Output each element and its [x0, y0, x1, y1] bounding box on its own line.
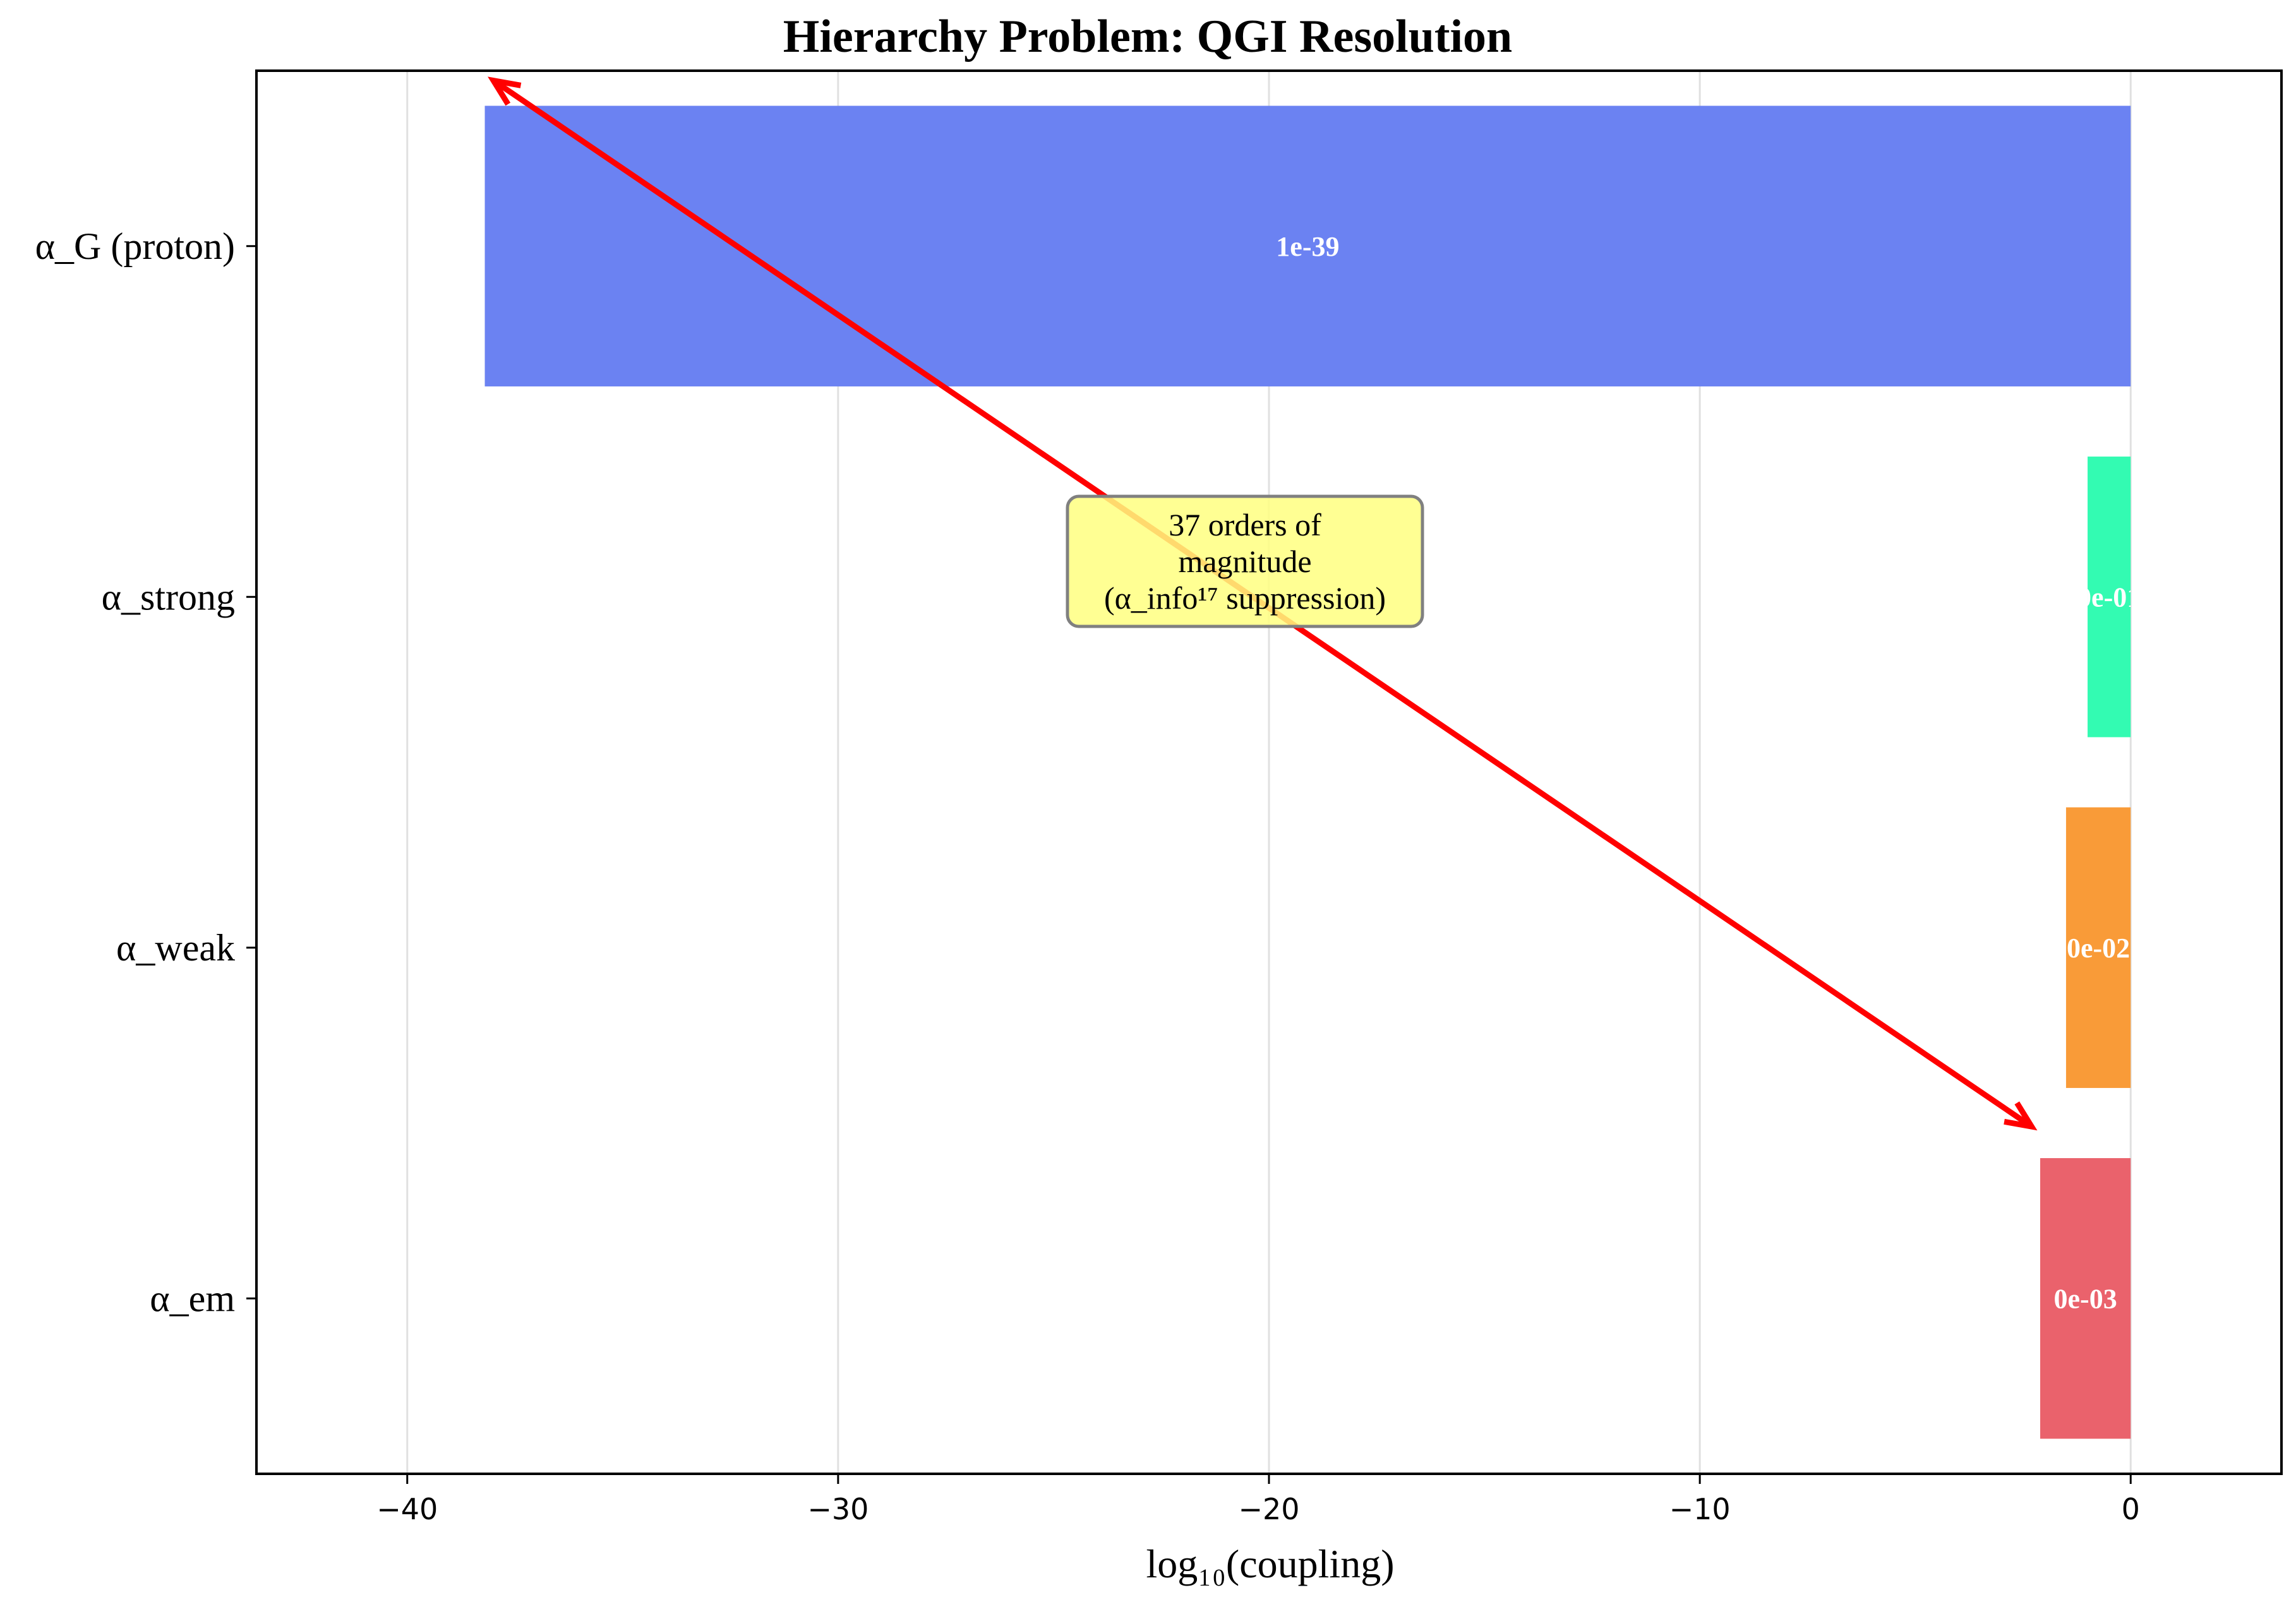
- y-tick-label: α_strong: [102, 576, 235, 618]
- chart-title: Hierarchy Problem: QGI Resolution: [783, 11, 1512, 63]
- bar-value-label: 1e-39: [1276, 231, 1339, 262]
- annotation-text-line: 37 orders of: [1169, 507, 1321, 542]
- x-tick-label: −30: [807, 1492, 869, 1526]
- y-axis: α_G (proton) α_strong α_weak α_em: [35, 225, 256, 1319]
- bar: [2040, 1158, 2131, 1439]
- bar-value-label: 0e-01: [2077, 582, 2141, 613]
- bars: [484, 105, 2131, 1439]
- x-tick-label: −10: [1669, 1492, 1731, 1526]
- arrow-head: [488, 76, 522, 106]
- arrow-head: [2004, 1101, 2038, 1131]
- annotation-text-line: magnitude: [1178, 544, 1311, 579]
- x-axis: −40 −30 −20 −10 0: [376, 1474, 2140, 1526]
- bar-value-label: 0e-03: [2054, 1283, 2117, 1314]
- bar-value-label: 0e-02: [2067, 933, 2130, 964]
- bar: [484, 105, 2131, 386]
- y-tick-label: α_G (proton): [35, 225, 235, 267]
- y-tick-label: α_weak: [116, 927, 235, 969]
- y-tick-label: α_em: [150, 1277, 235, 1319]
- bar-value-labels: 1e-39 0e-01 0e-02 0e-03: [1276, 231, 2141, 1315]
- annotation-text-line: (α_info¹⁷ suppression): [1104, 580, 1386, 616]
- x-tick-label: −20: [1238, 1492, 1299, 1526]
- x-tick-label: 0: [2122, 1492, 2140, 1526]
- annotation-box-bg: [1066, 494, 1424, 628]
- x-tick-label: −40: [376, 1492, 438, 1526]
- x-axis-label: log₁₀(coupling): [1146, 1541, 1395, 1586]
- bar: [2088, 457, 2131, 738]
- bar: [2065, 807, 2131, 1088]
